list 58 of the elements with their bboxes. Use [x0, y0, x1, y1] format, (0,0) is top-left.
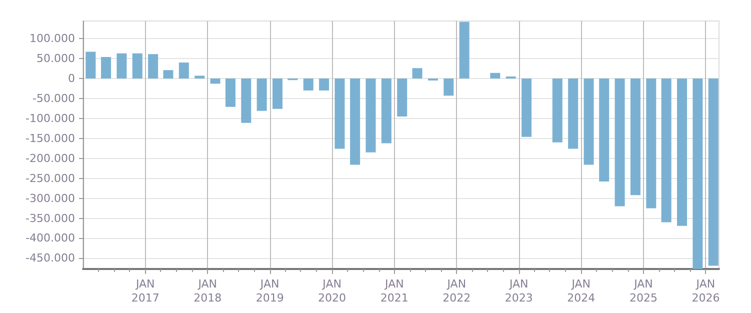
- bar: [272, 78, 282, 109]
- x-tick-label: JAN 2018: [194, 278, 222, 304]
- bar: [241, 78, 252, 123]
- bar: [381, 78, 392, 144]
- y-tick-label: 50.000: [36, 52, 75, 66]
- bar: [334, 78, 345, 149]
- x-tick-label: JAN 2023: [504, 278, 533, 304]
- y-tick-label: -200.000: [26, 152, 75, 165]
- bar: [116, 53, 127, 79]
- x-tick-label: JAN 2026: [692, 278, 720, 304]
- bar: [86, 52, 96, 79]
- bar: [132, 53, 142, 79]
- bar: [210, 78, 220, 84]
- x-tick-label: JAN 2020: [318, 278, 346, 304]
- bar: [178, 62, 189, 79]
- bar: [708, 78, 718, 266]
- bar: [163, 70, 174, 79]
- bar: [444, 78, 454, 96]
- x-tick-label: JAN 2017: [131, 278, 160, 304]
- bar: [397, 78, 408, 116]
- bar: [614, 78, 625, 206]
- x-tick-label: JAN 2024: [567, 278, 596, 304]
- y-tick-label: -350.000: [26, 212, 75, 225]
- bar: [568, 78, 578, 149]
- bar: [350, 78, 360, 165]
- bar: [630, 78, 640, 196]
- bar: [101, 56, 112, 79]
- bar: [459, 22, 470, 79]
- bar: [584, 78, 594, 165]
- x-tick-label: JAN 2021: [380, 278, 408, 304]
- x-tick-label: JAN 2019: [256, 278, 284, 304]
- bar: [303, 78, 314, 90]
- bar: [366, 78, 376, 152]
- y-tick-label: -300.000: [26, 192, 75, 205]
- bar: [552, 78, 562, 142]
- bar: [412, 68, 422, 79]
- y-tick-label: -250.000: [26, 172, 75, 185]
- bar: [194, 76, 205, 79]
- y-tick-label: -50.000: [32, 92, 75, 105]
- y-tick-label: -450.000: [26, 252, 75, 265]
- bar: [490, 72, 500, 79]
- bar: [677, 78, 688, 226]
- bar: [256, 78, 267, 111]
- bar: [522, 78, 532, 137]
- y-tick-label: -400.000: [26, 232, 75, 245]
- y-tick-label: 0: [68, 72, 75, 86]
- bar: [646, 78, 656, 208]
- x-tick-label: JAN 2025: [629, 278, 658, 304]
- bar: [319, 78, 330, 90]
- bar: [225, 78, 236, 107]
- x-tick-label: JAN 2022: [442, 278, 471, 304]
- bar: [599, 78, 610, 182]
- y-tick-label: -100.000: [26, 112, 75, 125]
- y-tick-label: -150.000: [26, 132, 75, 145]
- bar: [692, 78, 703, 269]
- y-tick-label: 100.000: [30, 32, 75, 46]
- bar: [148, 54, 158, 79]
- bar: [661, 78, 672, 222]
